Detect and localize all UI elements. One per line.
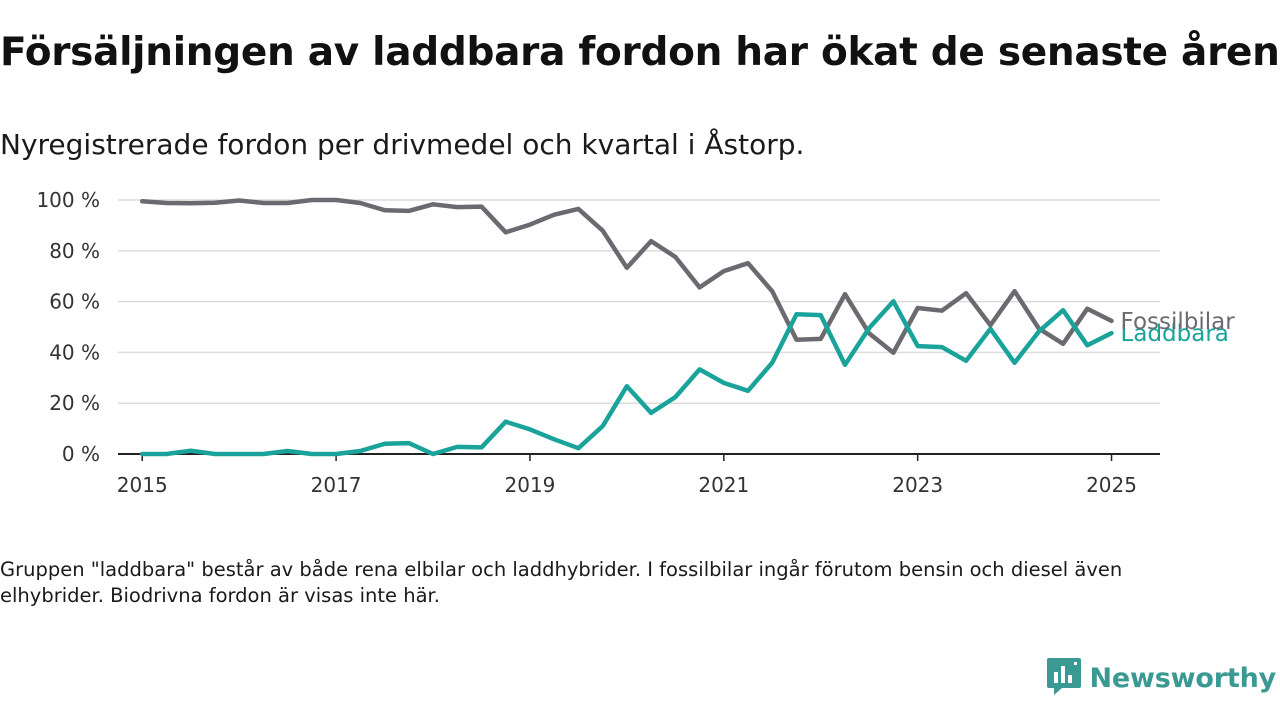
y-tick-label-100: 100 % <box>36 188 100 212</box>
series-label-laddbara: Laddbara <box>1121 321 1229 347</box>
chart-subtitle: Nyregistrerade fordon per drivmedel och … <box>0 128 805 161</box>
x-tick-label-2021: 2021 <box>698 473 749 497</box>
footnote: Gruppen "laddbara" består av både rena e… <box>0 558 1123 607</box>
x-tick-label-2025: 2025 <box>1086 473 1137 497</box>
y-tick-label-80: 80 % <box>49 239 100 263</box>
y-tick-label-20: 20 % <box>49 391 100 415</box>
series-line-laddbara <box>139 299 1114 457</box>
newsworthy-logo-icon <box>1046 656 1082 700</box>
axes: 0 % 20 % 40 % 60 % 80 % 100 % 2015 2017 2019 2021… <box>36 188 1160 497</box>
series-label-fossilbilar: Fossilbilar <box>1121 309 1236 335</box>
x-tick-label-2017: 2017 <box>311 473 362 497</box>
brand-name: Newsworthy <box>1089 662 1277 694</box>
y-tick-label-40: 40 % <box>49 340 100 364</box>
series-lines <box>139 197 1114 457</box>
grid-lines <box>118 199 1160 404</box>
brand-logo[interactable]: Newsworthy <box>1046 656 1276 700</box>
chart-title: Försäljningen av laddbara fordon har öka… <box>0 30 1280 75</box>
x-tick-label-2015: 2015 <box>117 473 168 497</box>
y-tick-label-0: 0 % <box>62 442 100 466</box>
series-line-fossilbilar <box>139 197 1114 355</box>
line-chart: 0 % 20 % 40 % 60 % 80 % 100 % 2015 2017 2019 2021… <box>36 188 1236 497</box>
x-tick-label-2019: 2019 <box>505 473 556 497</box>
y-tick-label-60: 60 % <box>49 290 100 314</box>
x-tick-label-2023: 2023 <box>892 473 943 497</box>
